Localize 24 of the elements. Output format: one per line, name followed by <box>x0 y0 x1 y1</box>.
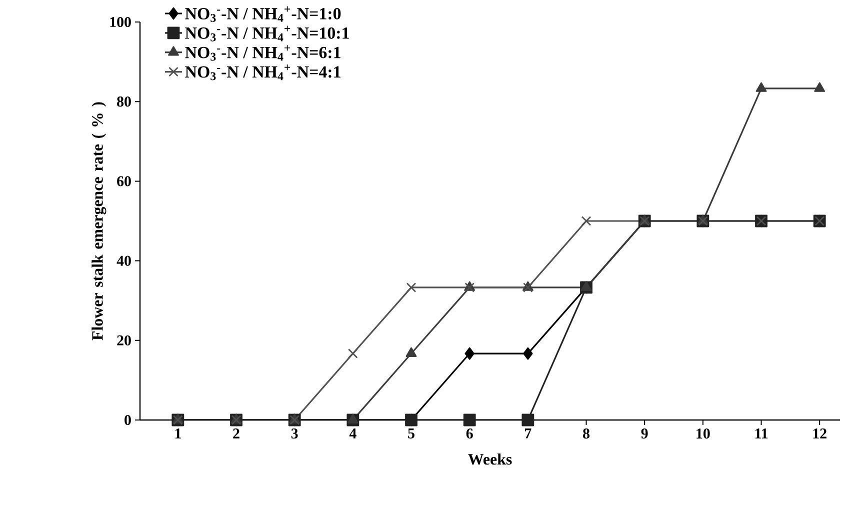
x-tick-label: 6 <box>466 428 473 439</box>
y-tick-label: 100 <box>110 16 131 28</box>
x-tick-label: 11 <box>755 428 768 438</box>
x-tick-label: 4 <box>349 428 356 438</box>
legend-label: NO$_{3}$$^{-}$-N / NH$_{4}$$^{+}$-N=1:0 <box>185 6 341 22</box>
legend-label: NO$_{3}$$^{-}$-N / NH$_{4}$$^{+}$-N=4:1 <box>185 64 340 80</box>
x-tick-label: 7 <box>525 428 532 438</box>
x-tick-label: 3 <box>291 428 298 439</box>
x-tick-label: 2 <box>233 428 240 438</box>
x-tick-label: 5 <box>408 428 414 438</box>
x-tick-label: 9 <box>641 428 648 439</box>
legend-label: NO$_{3}$$^{-}$-N / NH$_{4}$$^{+}$-N=6:1 <box>185 45 340 61</box>
x-tick-label: 8 <box>583 428 590 439</box>
y-tick-label: 80 <box>117 96 131 107</box>
x-axis-title: Weeks <box>468 453 512 465</box>
y-tick-label: 20 <box>117 335 131 346</box>
legend-label: NO$_{3}$$^{-}$-N / NH$_{4}$$^{+}$-N=10:1 <box>185 26 349 42</box>
y-tick-label: 0 <box>124 414 131 426</box>
y-tick-label: 60 <box>117 176 131 186</box>
y-axis-title: Flower stalk emergence rate ( % ) <box>92 102 106 340</box>
x-tick-label: 10 <box>696 428 710 439</box>
x-tick-label: 1 <box>175 428 181 438</box>
y-tick-label: 40 <box>116 256 131 266</box>
x-tick-label: 12 <box>813 428 826 438</box>
